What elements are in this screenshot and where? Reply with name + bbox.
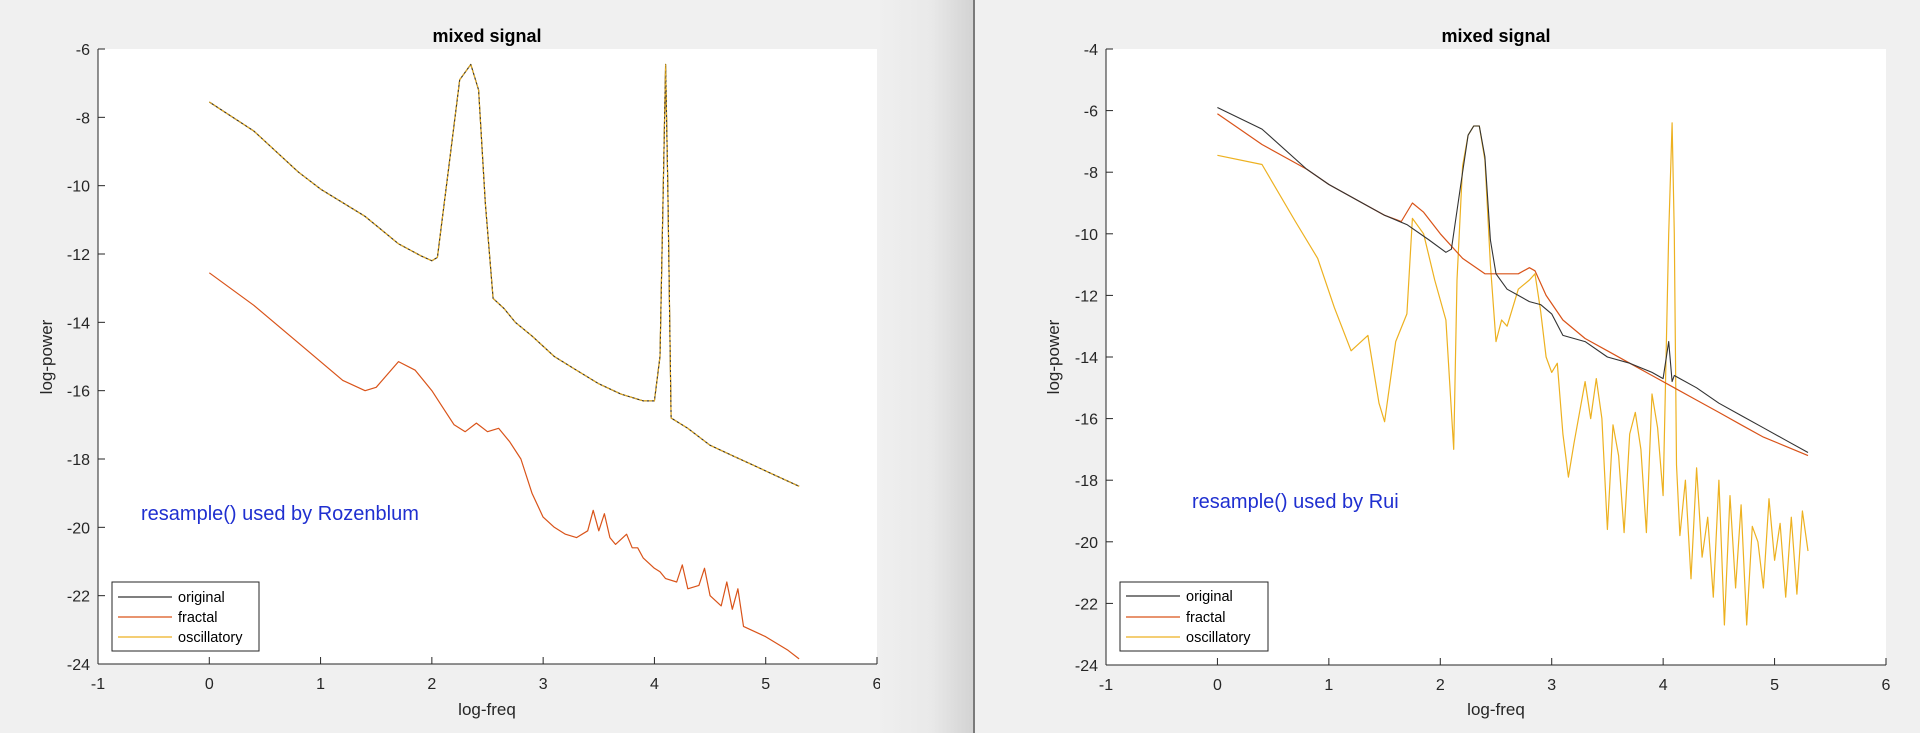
y-axis-label: log-power (37, 319, 56, 394)
chart-left: -1 0 1 2 3 4 5 6-6-8-10-12-14-16-18-20-22-24 mi… (37, 26, 882, 719)
series-line-fractal (208, 272, 800, 660)
y-tick-label: -6 (1084, 104, 1098, 121)
x-axis-label: log-freq (458, 700, 516, 719)
series-line-oscillatory (1217, 122, 1809, 626)
y-tick-label: -10 (67, 179, 90, 196)
y-tick-label: -20 (67, 520, 90, 537)
chart-title: mixed signal (1441, 26, 1550, 46)
legend-label-original: original (1186, 589, 1233, 605)
x-tick-label: 2 (427, 676, 436, 693)
series-layer (208, 63, 800, 660)
y-tick-label: -12 (67, 247, 90, 264)
axes-layer: -1 0 1 2 3 4 5 6-6-8-10-12-14-16-18-20-22-24 (67, 42, 882, 693)
annotation-text: resample() used by Rui (1192, 491, 1399, 513)
y-tick-label: -14 (67, 315, 90, 332)
y-tick-label: -10 (1075, 227, 1098, 244)
y-tick-label: -16 (67, 384, 90, 401)
y-tick-label: -20 (1075, 535, 1098, 552)
x-tick-label: 4 (1659, 677, 1668, 694)
axes-background (1106, 49, 1886, 665)
y-tick-label: -24 (67, 657, 90, 674)
x-tick-label: 3 (1547, 677, 1556, 694)
figure-panel-right: -1 0 1 2 3 4 5 6 -4 -6 -8 -10 -12 -14 -16 -18 -20 -22 -24 … (975, 0, 1920, 733)
axes-background (98, 49, 877, 664)
y-tick-label: -12 (1075, 288, 1098, 305)
y-tick-label: -24 (1075, 658, 1098, 675)
y-tick-label: -4 (1084, 42, 1098, 59)
y-tick-label: -8 (76, 110, 90, 127)
x-tick-label: 5 (1770, 677, 1779, 694)
y-tick-label: -14 (1075, 350, 1098, 367)
series-line-oscillatory-overlay (209, 63, 800, 487)
chart-right: -1 0 1 2 3 4 5 6-4-6-8-10-12-14-16-18-20-22-24 … (1044, 26, 1891, 719)
y-tick-label: -22 (1075, 596, 1098, 613)
y-tick-label: -6 (76, 42, 90, 59)
x-tick-label: 1 (1324, 677, 1333, 694)
series-layer (1217, 107, 1809, 626)
x-tick-label: -1 (91, 676, 105, 693)
window-divider[interactable] (973, 0, 975, 733)
legend-label-fractal: fractal (178, 610, 218, 626)
x-tick-label: 0 (1213, 677, 1222, 694)
x-axis-label: log-freq (1467, 700, 1525, 719)
x-tick-label: 2 (1436, 677, 1445, 694)
y-axis-label: log-power (1044, 319, 1063, 394)
x-tick-label: 0 (205, 676, 214, 693)
annotation-text: resample() used by Rozenblum (141, 503, 419, 525)
y-tick-label: -18 (1075, 473, 1098, 490)
x-tick-label: 3 (539, 676, 548, 693)
y-tick-label: -16 (1075, 412, 1098, 429)
legend[interactable]: original fractal oscillatory (111, 581, 260, 652)
legend-label-oscillatory: oscillatory (1186, 630, 1251, 646)
y-tick-label: -8 (1084, 165, 1098, 182)
legend-label-fractal: fractal (1186, 610, 1226, 626)
y-tick-label: -22 (67, 589, 90, 606)
legend-label-oscillatory: oscillatory (178, 630, 243, 646)
figure-panel-left: -1 0 1 2 3 4 5 6 -6 -8 -10 -12 -14 -16 -18 -20 -22 -24 mi… (37, 0, 975, 733)
x-tick-label: -1 (1099, 677, 1113, 694)
legend-label-original: original (178, 590, 225, 606)
chart-title: mixed signal (432, 26, 541, 46)
x-tick-label: 6 (873, 676, 882, 693)
legend[interactable]: original fractal oscillatory (1119, 581, 1269, 652)
x-tick-label: 4 (650, 676, 659, 693)
window-edge-shadow (880, 0, 973, 733)
axes-layer: -1 0 1 2 3 4 5 6-4-6-8-10-12-14-16-18-20-22-24 (1075, 42, 1891, 694)
series-line-original (1217, 107, 1809, 453)
x-tick-label: 6 (1882, 677, 1891, 694)
y-tick-label: -18 (67, 452, 90, 469)
x-tick-label: 5 (761, 676, 770, 693)
x-tick-label: 1 (316, 676, 325, 693)
